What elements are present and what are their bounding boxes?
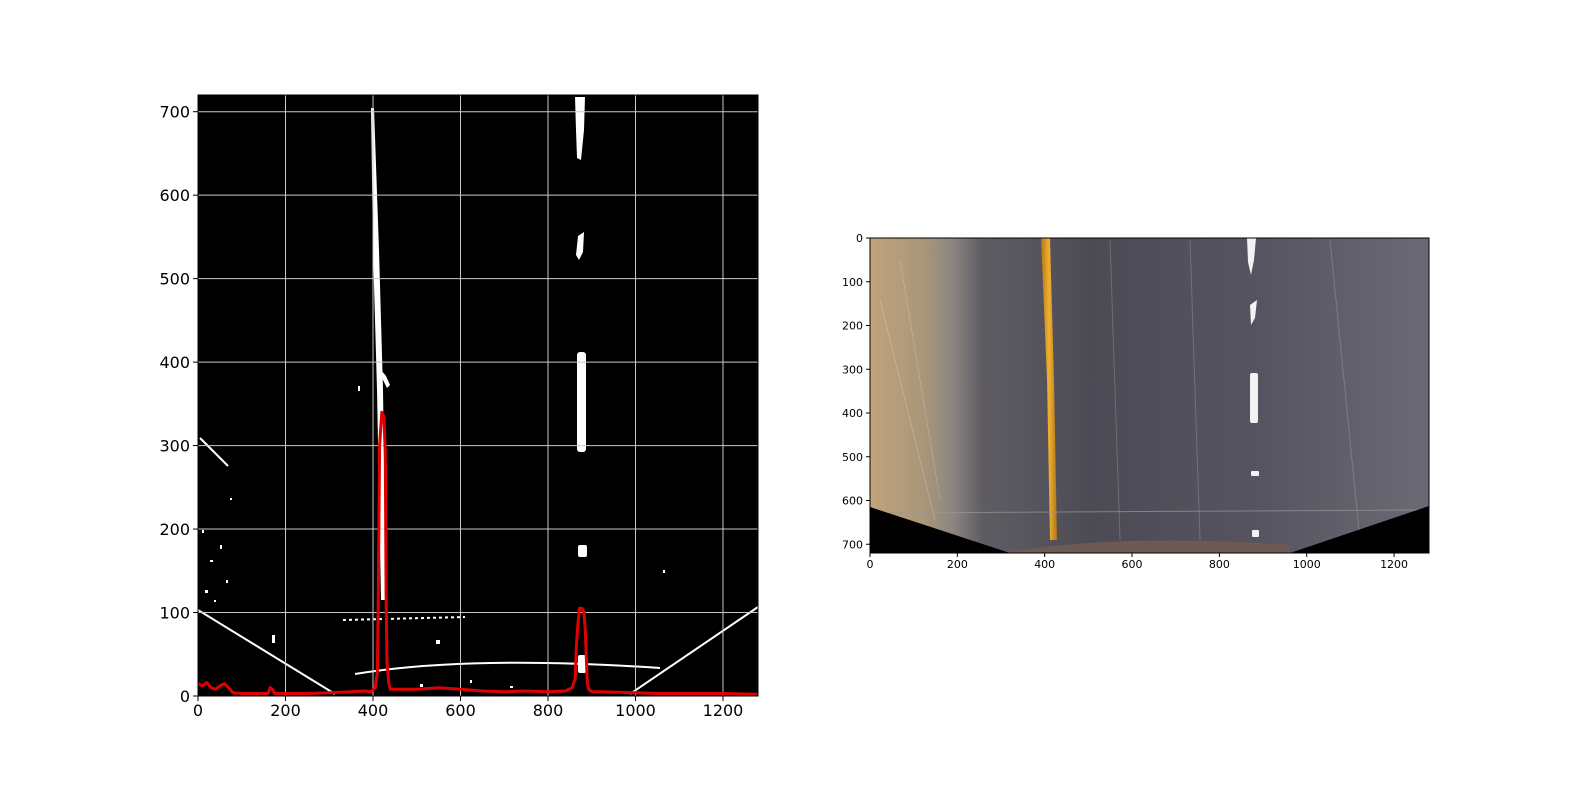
img-x-tick-label-1200: 1200 <box>1380 558 1408 571</box>
binary-noise <box>202 498 665 688</box>
y-tick-label-400: 400 <box>159 353 190 372</box>
road-texture <box>879 239 1361 541</box>
warped-image-frame <box>869 237 1430 554</box>
warped-road-image <box>870 238 1429 553</box>
y-tick-label-300: 300 <box>159 437 190 456</box>
x-tick-label-600: 600 <box>445 701 476 720</box>
mask-corner-right <box>1290 506 1429 553</box>
warped-image-panel: 0 200 400 600 800 1000 1200 0 100 200 300 400 500 60… <box>842 232 1430 571</box>
binary-speck <box>358 386 360 391</box>
binary-right-dash-4 <box>578 545 587 557</box>
yellow-lane-line <box>1041 238 1057 540</box>
binary-right-dash-3 <box>577 352 586 452</box>
histogram-series-line <box>197 410 759 696</box>
y-tick-label-700: 700 <box>159 103 190 122</box>
x-tick-label-1200: 1200 <box>703 701 744 720</box>
img-x-tick-label-800: 800 <box>1209 558 1230 571</box>
road-surface <box>870 238 1429 553</box>
binary-right-dash-2 <box>576 232 584 260</box>
x-tick-label-400: 400 <box>358 701 389 720</box>
histogram-axes-frame <box>197 94 759 697</box>
left-x-axis: 0 200 400 600 800 1000 1200 <box>193 696 743 720</box>
img-y-tick-label-600: 600 <box>842 495 863 508</box>
img-x-tick-label-0: 0 <box>867 558 874 571</box>
x-tick-label-200: 200 <box>270 701 301 720</box>
binary-right-dash-1 <box>575 97 585 160</box>
road-crossline <box>879 509 1421 514</box>
car-hood <box>1000 540 1290 553</box>
img-x-tick-label-1000: 1000 <box>1293 558 1321 571</box>
mask-corner-left <box>870 507 1010 553</box>
right-x-axis: 0 200 400 600 800 1000 1200 <box>867 553 1408 571</box>
binary-image-background <box>198 95 758 696</box>
img-y-tick-label-500: 500 <box>842 451 863 464</box>
x-tick-label-1000: 1000 <box>615 701 656 720</box>
y-tick-label-500: 500 <box>159 270 190 289</box>
binary-mask-edge-left <box>198 609 336 695</box>
x-tick-label-800: 800 <box>533 701 564 720</box>
binary-mask-edge-right <box>629 606 758 695</box>
histogram-panel: 0 200 400 600 800 1000 1200 0 100 200 300 400 500 60… <box>159 94 759 720</box>
img-y-tick-label-700: 700 <box>842 538 863 551</box>
img-x-tick-label-600: 600 <box>1122 558 1143 571</box>
right-y-axis: 0 100 200 300 400 500 600 700 <box>842 232 870 551</box>
binary-left-lane-fragment <box>381 370 390 388</box>
y-tick-label-0: 0 <box>180 687 190 706</box>
y-tick-label-200: 200 <box>159 520 190 539</box>
left-y-axis: 0 100 200 300 400 500 600 700 <box>159 103 198 706</box>
binary-left-lane-pixels <box>371 108 386 600</box>
img-y-tick-label-200: 200 <box>842 320 863 333</box>
img-y-tick-label-300: 300 <box>842 363 863 376</box>
img-y-tick-label-0: 0 <box>856 232 863 245</box>
binary-crossline-noise <box>342 616 466 621</box>
x-tick-label-0: 0 <box>193 701 203 720</box>
img-x-tick-label-400: 400 <box>1034 558 1055 571</box>
white-dashed-lane-line <box>1247 238 1259 537</box>
img-y-tick-label-400: 400 <box>842 407 863 420</box>
img-x-tick-label-200: 200 <box>947 558 968 571</box>
y-tick-label-600: 600 <box>159 186 190 205</box>
binary-edge-fragment <box>199 437 229 467</box>
y-tick-label-100: 100 <box>159 604 190 623</box>
img-y-tick-label-100: 100 <box>842 276 863 289</box>
